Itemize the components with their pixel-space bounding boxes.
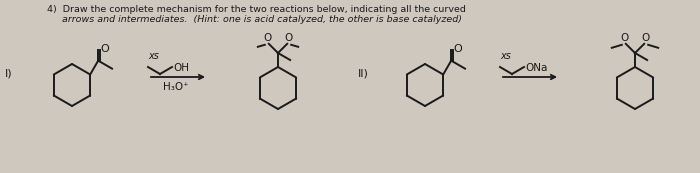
Text: xs: xs (500, 51, 511, 61)
Text: O: O (264, 33, 272, 43)
Text: arrows and intermediates.  (Hint: one is acid catalyzed, the other is base catal: arrows and intermediates. (Hint: one is … (47, 15, 462, 24)
Text: II): II) (358, 68, 369, 78)
Text: xs: xs (148, 51, 159, 61)
Text: 4)  Draw the complete mechanism for the two reactions below, indicating all the : 4) Draw the complete mechanism for the t… (47, 5, 466, 14)
Text: O: O (101, 44, 109, 54)
Text: ONa: ONa (525, 63, 547, 73)
Text: O: O (454, 44, 463, 54)
Text: H₃O⁺: H₃O⁺ (163, 82, 189, 92)
Text: I): I) (5, 68, 13, 78)
Text: O: O (641, 33, 650, 43)
Text: OH: OH (173, 63, 189, 73)
Text: O: O (621, 33, 629, 43)
Text: O: O (284, 33, 293, 43)
